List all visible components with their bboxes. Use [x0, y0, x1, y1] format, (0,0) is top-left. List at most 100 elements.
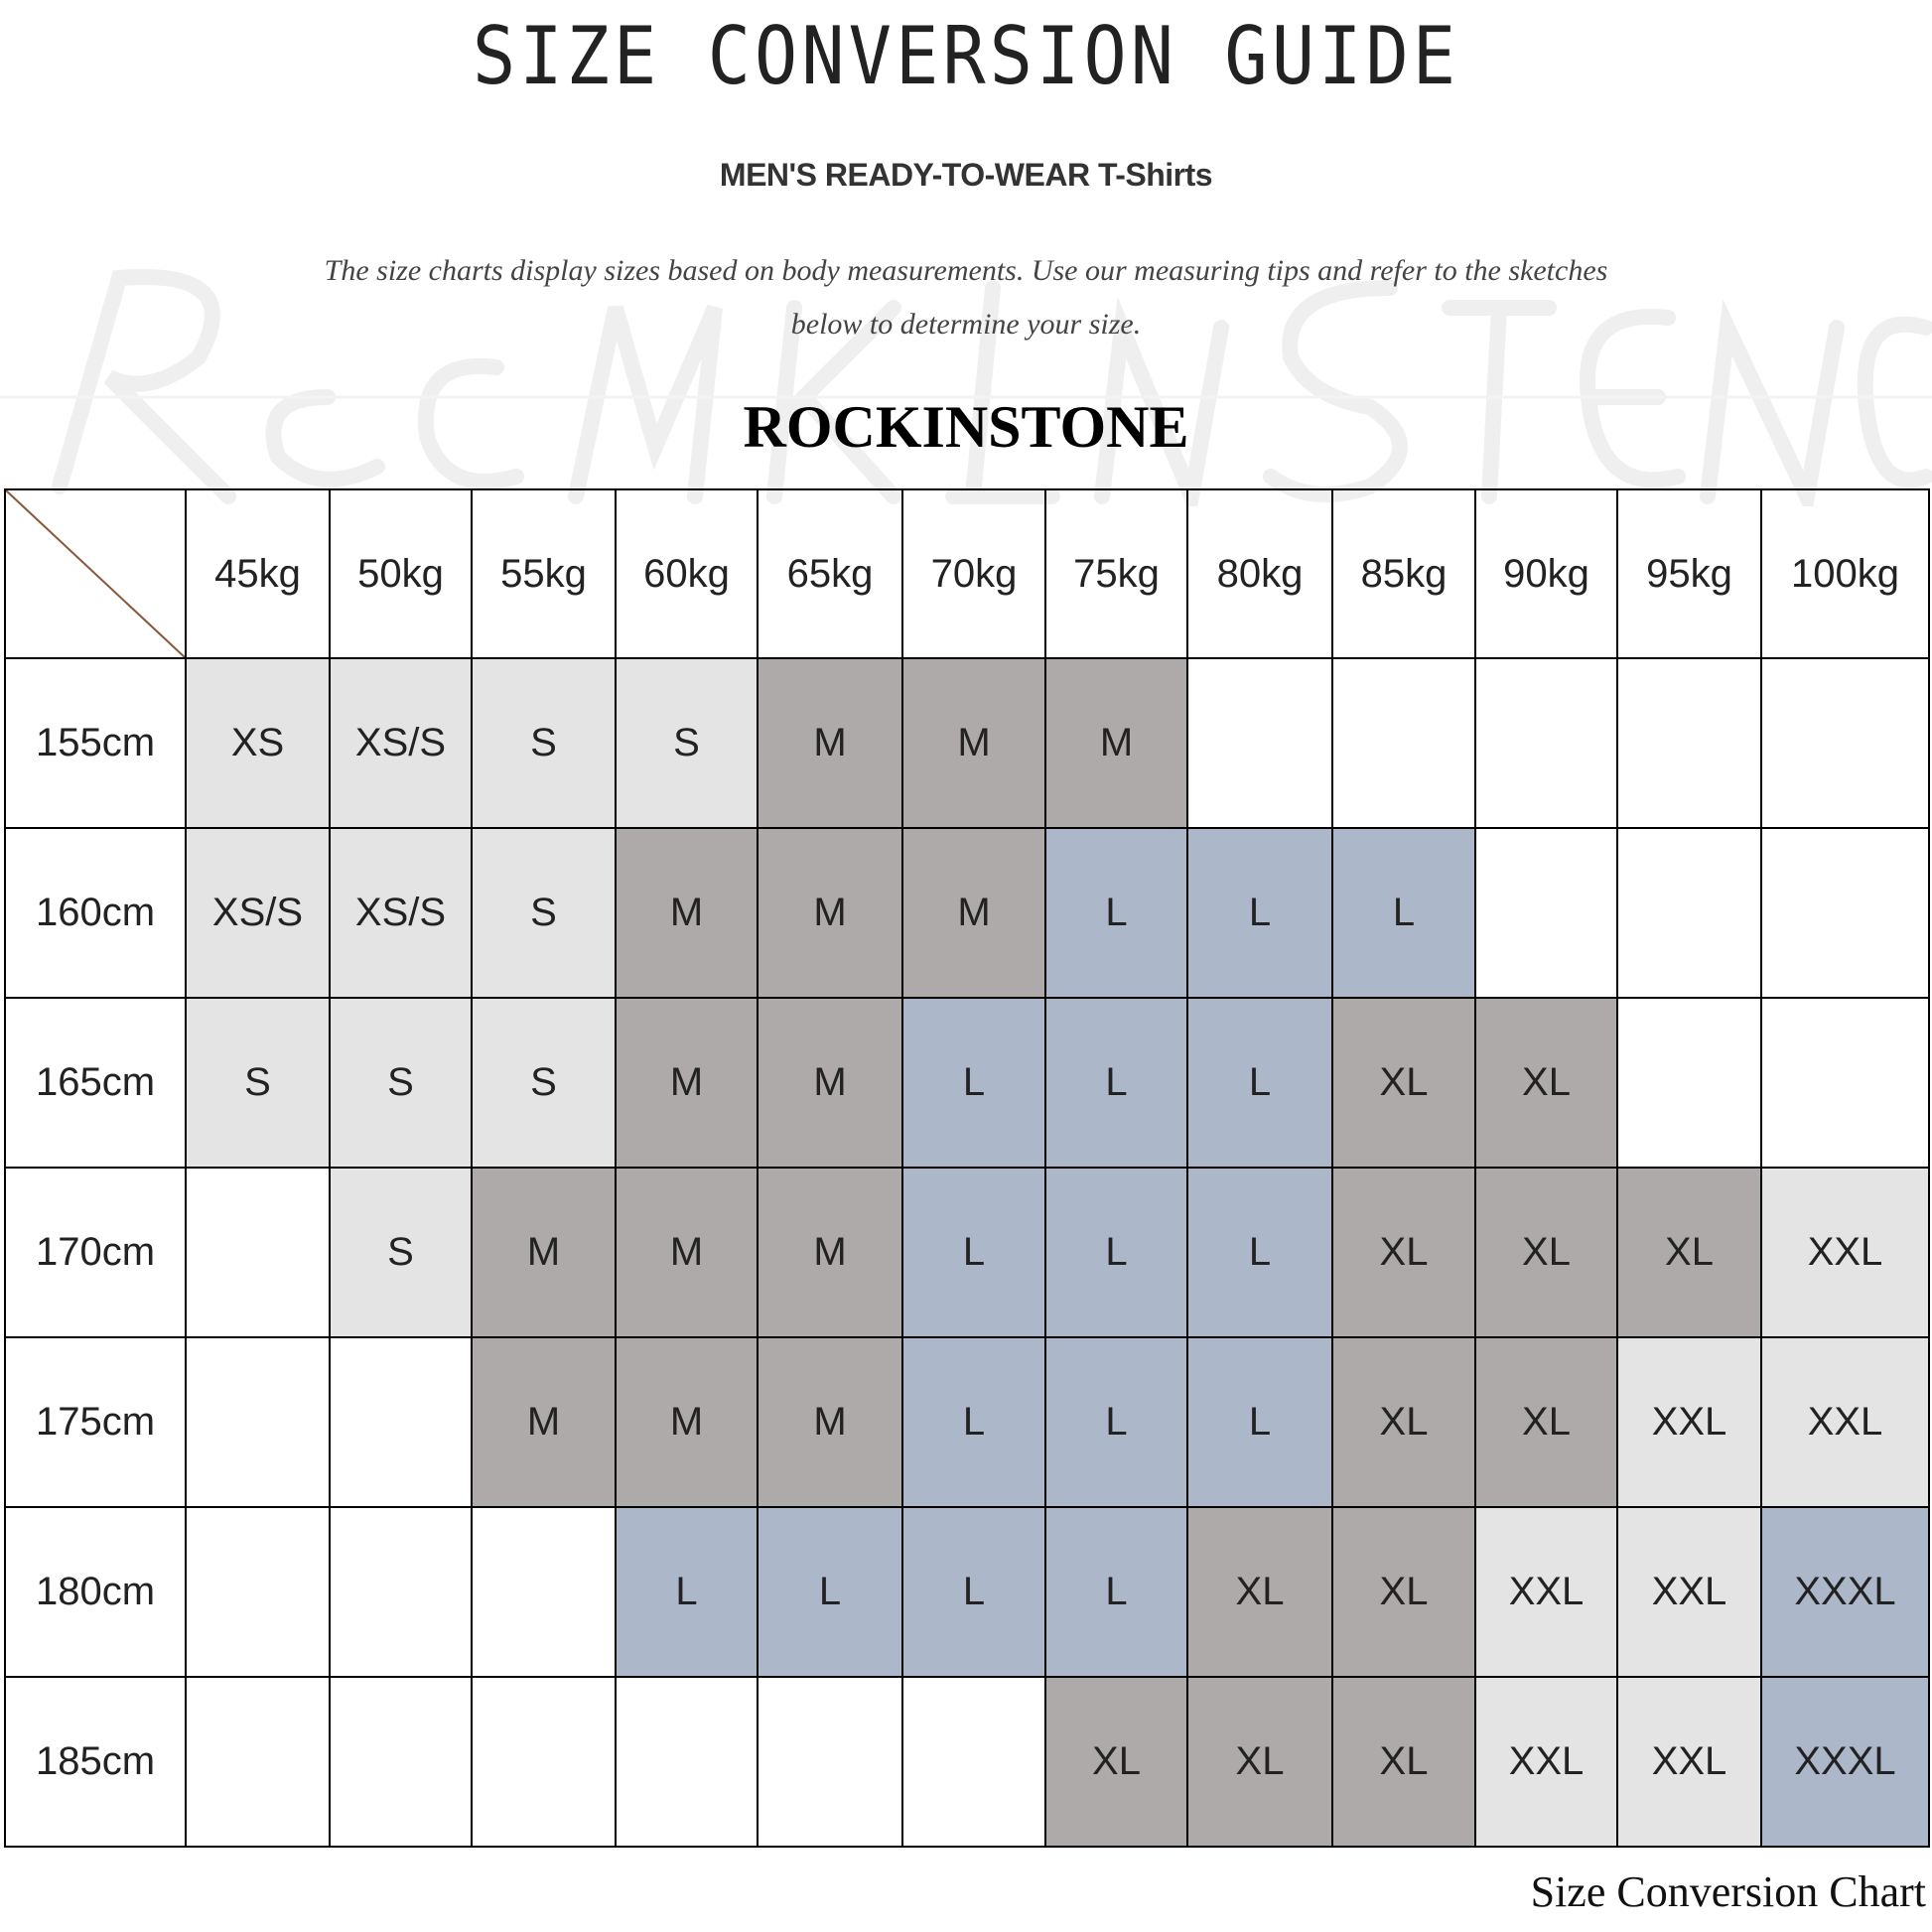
size-cell: XS/S: [329, 657, 473, 829]
weight-header: 60kg: [615, 488, 759, 659]
footer-caption: Size Conversion Chart: [1530, 1867, 1926, 1916]
size-cell: XL: [1331, 1336, 1476, 1508]
size-cell: [1616, 997, 1762, 1169]
size-cell: [615, 1676, 759, 1848]
size-cell: XL: [1331, 1506, 1476, 1678]
size-cell: XL: [1474, 997, 1618, 1169]
size-cell: L: [901, 1167, 1046, 1338]
size-cell: S: [471, 997, 617, 1169]
size-cell: M: [757, 1336, 903, 1508]
size-cell: XL: [1044, 1676, 1188, 1848]
size-cell: L: [1186, 1167, 1333, 1338]
size-cell: [1616, 827, 1762, 999]
size-cell: XXXL: [1760, 1676, 1930, 1848]
height-label: 185cm: [4, 1676, 187, 1848]
watermark-logo: [0, 269, 1932, 506]
size-cell: [1474, 657, 1618, 829]
size-cell: L: [1186, 827, 1333, 999]
table-row: 160cm XS/S XS/S S M M M L L L: [4, 827, 1930, 999]
table-row: 165cm S S S M M L L L XL XL: [4, 997, 1930, 1169]
table-row: 175cm M M M L L L XL XL XXL XXL: [4, 1336, 1930, 1508]
size-table: 45kg 50kg 55kg 60kg 65kg 70kg 75kg 80kg 85kg 90kg…: [4, 488, 1930, 1848]
size-cell: XL: [1474, 1167, 1618, 1338]
size-cell: L: [1044, 1167, 1188, 1338]
size-cell: M: [901, 657, 1046, 829]
size-cell: S: [329, 997, 473, 1169]
header-row: 45kg 50kg 55kg 60kg 65kg 70kg 75kg 80kg 85kg 90kg…: [4, 488, 1930, 659]
table-row: 185cm XL XL XL XXL XXL XXXL: [4, 1676, 1930, 1848]
size-cell: XXL: [1474, 1676, 1618, 1848]
size-cell: XXL: [1616, 1676, 1762, 1848]
weight-header: 95kg: [1616, 488, 1762, 659]
size-cell: L: [615, 1506, 759, 1678]
size-cell: [185, 1506, 331, 1678]
page-title: SIZE CONVERSION GUIDE: [472, 8, 1460, 103]
diagonal-line: [6, 490, 185, 657]
weight-header: 90kg: [1474, 488, 1618, 659]
size-cell: [1616, 657, 1762, 829]
size-cell: XS/S: [329, 827, 473, 999]
size-cell: [901, 1676, 1046, 1848]
size-cell: S: [471, 827, 617, 999]
weight-header: 85kg: [1331, 488, 1476, 659]
weight-header: 50kg: [329, 488, 473, 659]
description-line-1: The size charts display sizes based on b…: [324, 254, 1608, 287]
size-cell: XS: [185, 657, 331, 829]
description-line-2: below to determine your size.: [790, 308, 1142, 341]
size-cell: XL: [1331, 1676, 1476, 1848]
height-label: 175cm: [4, 1336, 187, 1508]
height-label: 165cm: [4, 997, 187, 1169]
height-label: 160cm: [4, 827, 187, 999]
size-cell: XXL: [1474, 1506, 1618, 1678]
size-cell: M: [471, 1167, 617, 1338]
size-cell: [329, 1676, 473, 1848]
size-cell: S: [471, 657, 617, 829]
size-cell: S: [329, 1167, 473, 1338]
table-row: 180cm L L L L XL XL XXL XXL XXXL: [4, 1506, 1930, 1678]
size-cell: XXL: [1616, 1506, 1762, 1678]
size-cell: XL: [1616, 1167, 1762, 1338]
height-label: 170cm: [4, 1167, 187, 1338]
size-cell: [329, 1506, 473, 1678]
size-cell: M: [1044, 657, 1188, 829]
size-cell: L: [1331, 827, 1476, 999]
size-cell: L: [757, 1506, 903, 1678]
size-cell: XXL: [1760, 1167, 1930, 1338]
corner-cell: [4, 488, 187, 659]
size-cell: M: [757, 997, 903, 1169]
size-cell: M: [757, 1167, 903, 1338]
weight-header: 80kg: [1186, 488, 1333, 659]
subtitle: MEN'S READY-TO-WEAR T-Shirts: [719, 157, 1213, 193]
weight-header: 45kg: [185, 488, 331, 659]
brand-name: ROCKINSTONE: [743, 394, 1189, 460]
size-cell: L: [1044, 1336, 1188, 1508]
size-cell: L: [1186, 997, 1333, 1169]
size-cell: S: [185, 997, 331, 1169]
size-cell: [1331, 657, 1476, 829]
size-cell: M: [615, 1167, 759, 1338]
size-cell: M: [757, 657, 903, 829]
size-cell: L: [1044, 1506, 1188, 1678]
size-cell: [185, 1676, 331, 1848]
size-cell: L: [1186, 1336, 1333, 1508]
size-cell: XXL: [1616, 1336, 1762, 1508]
weight-header: 100kg: [1760, 488, 1930, 659]
size-cell: M: [615, 1336, 759, 1508]
size-cell: XL: [1331, 997, 1476, 1169]
size-cell: M: [471, 1336, 617, 1508]
size-cell: M: [757, 827, 903, 999]
size-cell: L: [901, 997, 1046, 1169]
weight-header: 55kg: [471, 488, 617, 659]
size-cell: XS/S: [185, 827, 331, 999]
size-cell: M: [901, 827, 1046, 999]
size-cell: [185, 1167, 331, 1338]
size-cell: S: [615, 657, 759, 829]
height-label: 155cm: [4, 657, 187, 829]
size-cell: XL: [1186, 1676, 1333, 1848]
size-cell: XL: [1331, 1167, 1476, 1338]
size-cell: L: [901, 1506, 1046, 1678]
size-cell: [1474, 827, 1618, 999]
table-row: 155cm XS XS/S S S M M M: [4, 657, 1930, 829]
size-cell: [1760, 827, 1930, 999]
size-cell: M: [615, 997, 759, 1169]
